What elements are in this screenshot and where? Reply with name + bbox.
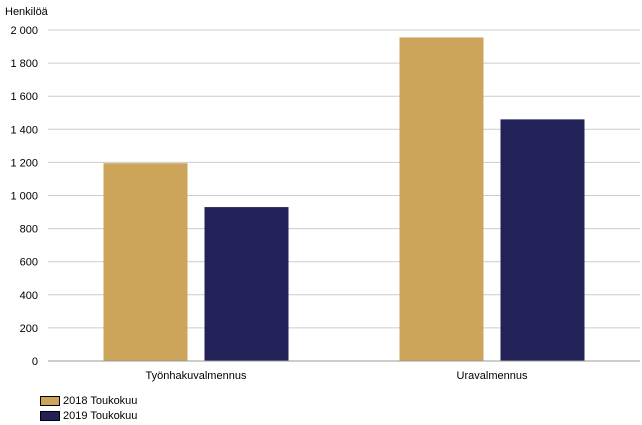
bar xyxy=(500,119,585,362)
bar xyxy=(204,207,289,361)
bar xyxy=(103,163,188,361)
y-tick-labels: 0 200 400 600 800 1 000 1 200 1 400 1 600 1 800 2 … xyxy=(10,25,38,368)
y-tick-label: 1 400 xyxy=(10,124,38,136)
legend-label: 2018 Toukokuu xyxy=(63,394,138,407)
legend-swatch xyxy=(40,410,60,421)
y-tick-label: 800 xyxy=(20,224,38,236)
legend-item: 2019 Toukokuu xyxy=(40,408,137,423)
bar-chart: Henkilöä 0 200 400 600 800 1 000 1 200 1 400 1 6… xyxy=(5,6,640,382)
y-tick-label: 0 xyxy=(32,356,38,368)
legend-item: 2018 Toukokuu xyxy=(40,393,137,408)
y-tick-label: 1 800 xyxy=(10,58,38,70)
y-tick-label: 2 000 xyxy=(10,25,38,37)
y-tick-label: 1 600 xyxy=(10,91,38,103)
bar xyxy=(399,37,484,361)
x-tick-label: Työnhakuvalmennus xyxy=(146,370,247,382)
x-tick-labels: Työnhakuvalmennus Uravalmennus xyxy=(146,370,528,382)
legend-swatch xyxy=(40,395,60,406)
y-tick-label: 200 xyxy=(20,323,38,335)
y-tick-label: 600 xyxy=(20,257,38,269)
y-tick-label: 1 000 xyxy=(10,191,38,203)
x-tick-label: Uravalmennus xyxy=(457,370,528,382)
legend: 2018 Toukokuu 2019 Toukokuu xyxy=(40,393,137,423)
y-tick-label: 400 xyxy=(20,290,38,302)
bars xyxy=(103,37,585,362)
legend-label: 2019 Toukokuu xyxy=(63,409,138,422)
y-tick-label: 1 200 xyxy=(10,157,38,169)
y-axis-label: Henkilöä xyxy=(5,6,49,18)
